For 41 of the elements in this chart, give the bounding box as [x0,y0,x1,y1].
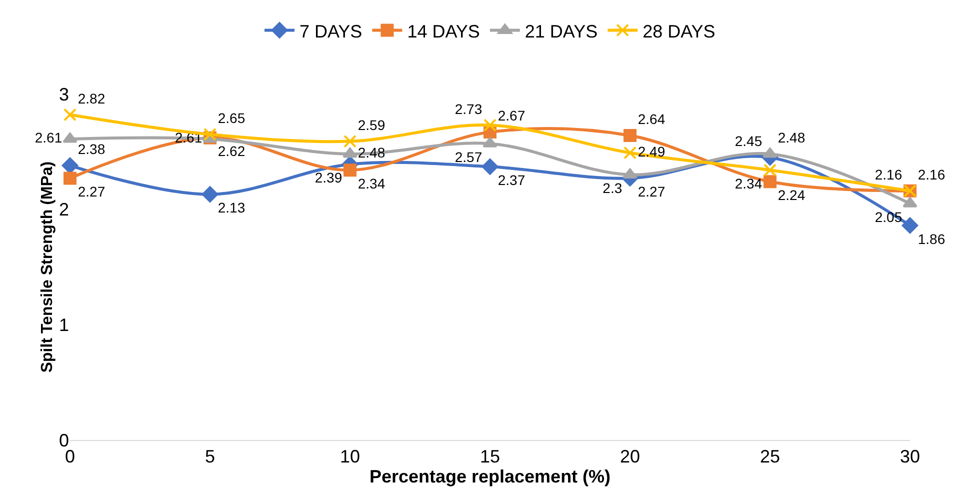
x-tick-label: 20 [620,446,640,467]
x-tick-label: 25 [760,446,780,467]
legend-label: 7 DAYS [300,21,362,42]
data-label: 2.48 [778,130,806,146]
data-label: 2.34 [734,175,762,192]
data-label: 2.27 [78,184,106,200]
legend-label: 21 DAYS [524,21,598,42]
data-label: 2.13 [218,200,246,216]
data-label: 2.57 [454,148,482,165]
data-label: 2.34 [358,175,386,192]
data-label: 2.16 [874,166,902,183]
data-label: 2.62 [218,143,246,160]
y-tick-label: 3 [58,84,69,104]
data-label: 2.37 [498,172,526,188]
data-label: 1.86 [918,230,946,247]
y-axis-title: Spilt Tensile Strength (MPa) [38,161,56,373]
legend-label: 28 DAYS [642,21,716,42]
x-tick-label: 15 [480,446,500,467]
data-label: 2.16 [918,166,946,183]
data-label: 2.27 [638,184,666,200]
data-label: 2.67 [498,108,526,124]
legend-label: 14 DAYS [407,21,480,42]
data-label: 2.39 [314,170,342,186]
data-label: 2.64 [638,111,666,128]
data-label: 2.48 [358,144,386,160]
y-tick-label: 1 [58,314,69,335]
data-label: 2.82 [78,90,106,106]
data-label: 2.65 [218,110,246,126]
data-label: 2.59 [358,116,386,133]
x-tick-label: 10 [340,446,360,467]
data-label: 2.24 [778,187,806,204]
x-tick-label: 30 [900,446,920,467]
data-label: 2.61 [34,129,62,146]
x-tick-label: 5 [204,446,216,467]
y-tick-label: 0 [58,430,69,450]
data-label: 2.38 [78,141,106,158]
data-label: 2.3 [602,180,622,196]
data-label: 2.73 [454,100,482,117]
y-tick-label: 2 [58,200,69,220]
x-axis-title: Percentage replacement (%) [369,466,611,487]
data-label: 2.45 [734,133,762,150]
